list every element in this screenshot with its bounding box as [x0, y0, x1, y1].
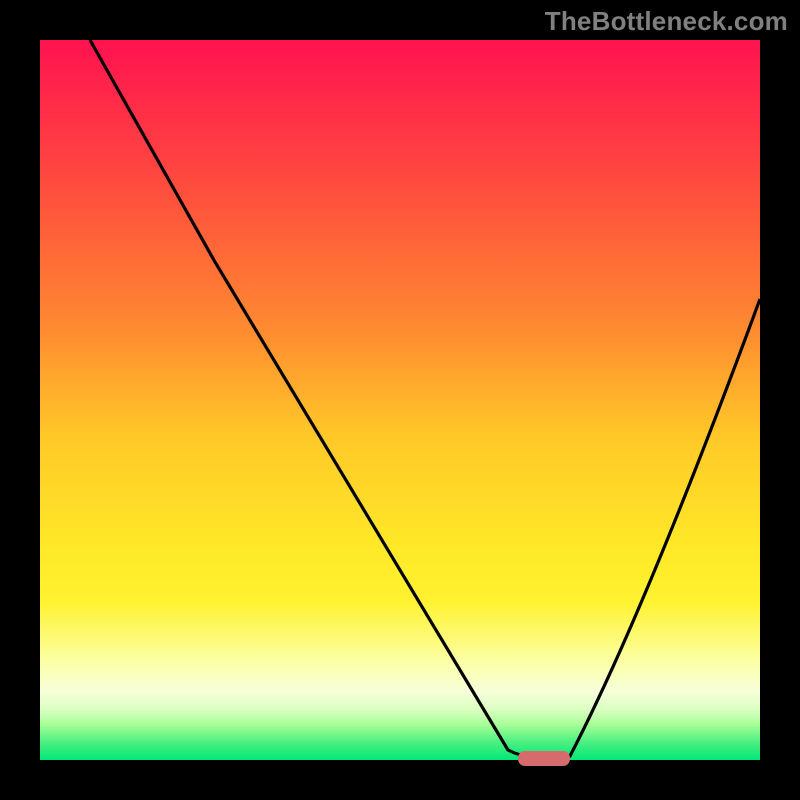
chart-svg [0, 0, 800, 800]
optimum-marker [518, 751, 570, 766]
plot-background [40, 40, 760, 760]
chart-frame: TheBottleneck.com [0, 0, 800, 800]
